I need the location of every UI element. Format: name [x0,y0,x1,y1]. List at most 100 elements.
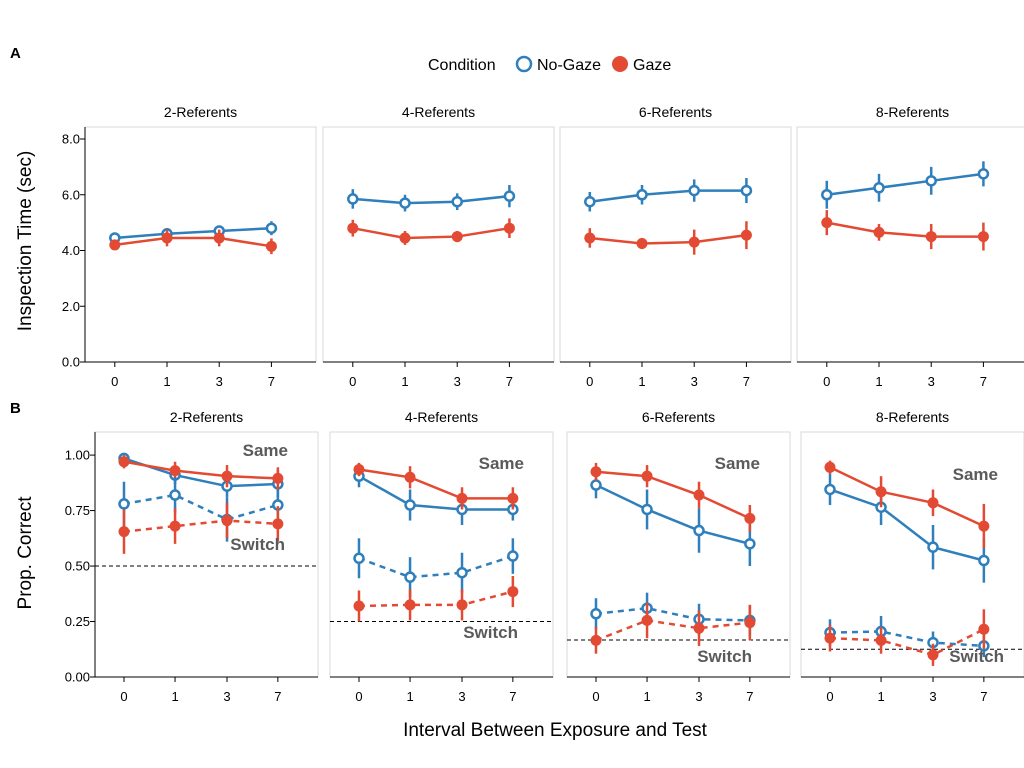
panel-frame [322,126,555,363]
data-point-gaze [118,456,130,468]
y-tick-label: 4.0 [62,243,80,258]
series-gaze-switch [590,602,756,654]
facet-6-referents: 6-Referents 0 1 3 7 [566,409,791,704]
series-line-gaze-same [123,460,278,480]
data-point-gaze [688,236,700,248]
panel-a-letter: A [10,45,21,62]
data-point-gaze [221,470,233,482]
legend-gaze-label: Gaze [633,57,671,74]
data-point-gaze [927,497,939,509]
legend: Condition No-Gaze Gaze [428,55,671,74]
data-point-gaze [503,222,515,234]
x-tick-label: 0 [586,374,593,389]
data-point-gaze [456,492,468,504]
annotation-same: Same [479,454,524,473]
x-tick-label: 7 [746,689,753,704]
x-tick-label: 7 [274,689,281,704]
data-point-no-gaze [456,566,468,579]
annotation-same: Same [715,454,760,473]
data-point-gaze [636,238,648,250]
facet-title: 4-Referents [402,104,475,120]
series-line-gaze-same [595,470,751,520]
data-point-no-gaze [978,554,990,567]
data-point-gaze [927,649,939,661]
x-tick-label: 7 [509,689,516,704]
data-point-gaze [744,617,756,629]
y-axis-title-b: Prop. Correct [15,496,36,610]
series-line-no-gaze-switch [123,493,279,521]
series-line-no-gaze-switch [595,606,750,622]
x-tick-label: 0 [823,374,830,389]
data-point-gaze [590,634,602,646]
facet-title: 8-Referents [876,104,949,120]
facet-title: 6-Referents [639,104,712,120]
data-point-no-gaze [925,175,937,187]
data-point-gaze [693,489,705,501]
x-tick-label: 3 [458,689,465,704]
series-line-gaze-switch [123,519,278,533]
series-gaze-switch [118,502,284,554]
data-point-gaze [118,526,130,538]
series-gaze [821,210,989,251]
series-line-gaze-switch [358,590,514,608]
legend-no-gaze-label: No-Gaze [537,57,601,74]
data-point-gaze [265,240,277,252]
x-tick-label: 0 [120,689,127,704]
series-line-gaze-switch [595,619,750,642]
data-point-no-gaze [404,499,416,511]
data-point-gaze [399,232,411,244]
data-point-no-gaze [927,541,939,553]
x-tick-label: 1 [163,374,170,389]
series-no-gaze-same [824,473,990,583]
series-no-gaze-same [590,471,756,567]
data-point-gaze [978,520,990,532]
y-tick-label: 6.0 [62,187,80,202]
data-point-no-gaze [744,538,756,550]
data-point-gaze [641,470,653,482]
y-tick-label: 0.00 [65,670,90,685]
series-no-gaze [584,178,753,212]
y-tick-label: 0.50 [65,559,90,574]
series-line-gaze [352,226,510,240]
annotation-switch: Switch [230,535,285,554]
data-point-no-gaze [590,479,602,491]
x-axis-title: Interval Between Exposure and Test [403,720,708,741]
data-point-no-gaze [821,189,833,201]
series-line-gaze [589,233,747,245]
data-point-gaze [347,222,359,234]
data-point-gaze [507,586,519,598]
facet-8-referents: 8-Referents 0 1 3 7 [800,409,1024,704]
data-point-gaze [161,232,173,244]
x-tick-label: 0 [111,374,118,389]
series-no-gaze [821,161,990,209]
data-point-gaze [978,623,990,635]
x-tick-label: 0 [592,689,599,704]
panel-b-plots: 2-Referents 0 1 3 7 0.00 0.25 0.50 0.75 1.00 4-Ref… [65,409,1024,704]
panel-a-plots: 2-Referents 0 1 3 7 0.0 2.0 4.0 6.0 8.0 4-Referent… [62,104,1024,389]
panel-frame [559,126,792,363]
x-tick-label: 7 [980,689,987,704]
data-point-no-gaze [118,498,130,510]
series-gaze-switch [824,609,990,666]
y-tick-label: 8.0 [62,132,80,147]
annotation-switch: Switch [697,647,752,666]
data-point-gaze [641,614,653,626]
data-point-no-gaze [688,184,700,197]
series-line-no-gaze [589,189,747,203]
x-tick-label: 3 [928,374,935,389]
data-point-gaze [507,492,519,504]
data-point-gaze [584,232,596,244]
data-point-no-gaze [740,184,753,197]
series-line-gaze-switch [829,628,985,657]
x-tick-label: 7 [743,374,750,389]
data-point-gaze [925,231,937,243]
series-line-no-gaze-same [358,475,513,511]
panel-frame [796,126,1024,363]
data-point-gaze [109,239,121,251]
legend-gaze-marker [612,56,628,72]
data-point-no-gaze [503,190,516,202]
data-point-gaze [353,464,365,476]
data-point-gaze [456,599,468,611]
facet-6-referents: 6-Referents 0 1 3 7 [559,104,792,389]
